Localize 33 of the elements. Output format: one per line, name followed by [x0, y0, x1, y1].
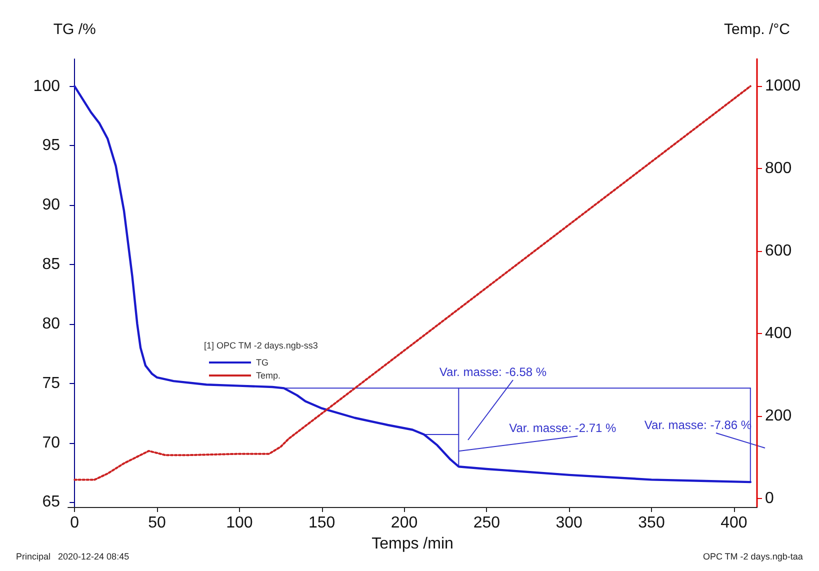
y-tick-label: 70: [42, 434, 60, 452]
x-tick-label: 0: [70, 514, 80, 532]
x-tick-label: 50: [148, 514, 166, 532]
annotation: Var. masse: -6.58 %: [439, 365, 547, 379]
y-tick-label: 95: [42, 137, 60, 154]
y2-axis-title: Temp. /°C: [724, 21, 790, 38]
y-tick-label: 100: [33, 78, 60, 95]
y-tick-label: 65: [42, 494, 60, 511]
y2-tick-label: 200: [765, 407, 792, 424]
y2-tick-label: 800: [765, 160, 792, 178]
x-tick-label: 150: [308, 514, 336, 532]
x-tick-label: 350: [638, 514, 665, 532]
x-tick-label: 200: [390, 514, 418, 532]
x-tick-label: 250: [473, 514, 500, 532]
y2-tick-label: 1000: [765, 78, 801, 95]
y-tick-label: 85: [42, 256, 60, 274]
y-tick-label: 75: [42, 374, 60, 392]
legend-title: [1] OPC TM -2 days.ngb-ss3: [204, 340, 318, 350]
x-tick-label: 300: [556, 514, 583, 532]
x-axis-title: Temps /min: [372, 535, 454, 552]
y-axis-title: TG /%: [53, 21, 96, 38]
legend-label: TG: [256, 358, 268, 368]
x-tick-label: 400: [720, 514, 748, 532]
text: Principal 2020-12-24 08:45: [16, 552, 130, 562]
text: OPC TM -2 days.ngb-taa: [702, 552, 803, 562]
legend-label: Temp.: [256, 370, 281, 380]
x-tick-label: 100: [226, 514, 253, 532]
y-tick-label: 90: [42, 196, 60, 214]
y2-tick-label: 0: [765, 490, 774, 507]
y2-tick-label: 400: [765, 324, 792, 342]
y2-tick-label: 600: [765, 242, 792, 260]
annotation: Var. masse: -2.71 %: [509, 421, 617, 436]
y-tick-label: 80: [42, 315, 60, 332]
